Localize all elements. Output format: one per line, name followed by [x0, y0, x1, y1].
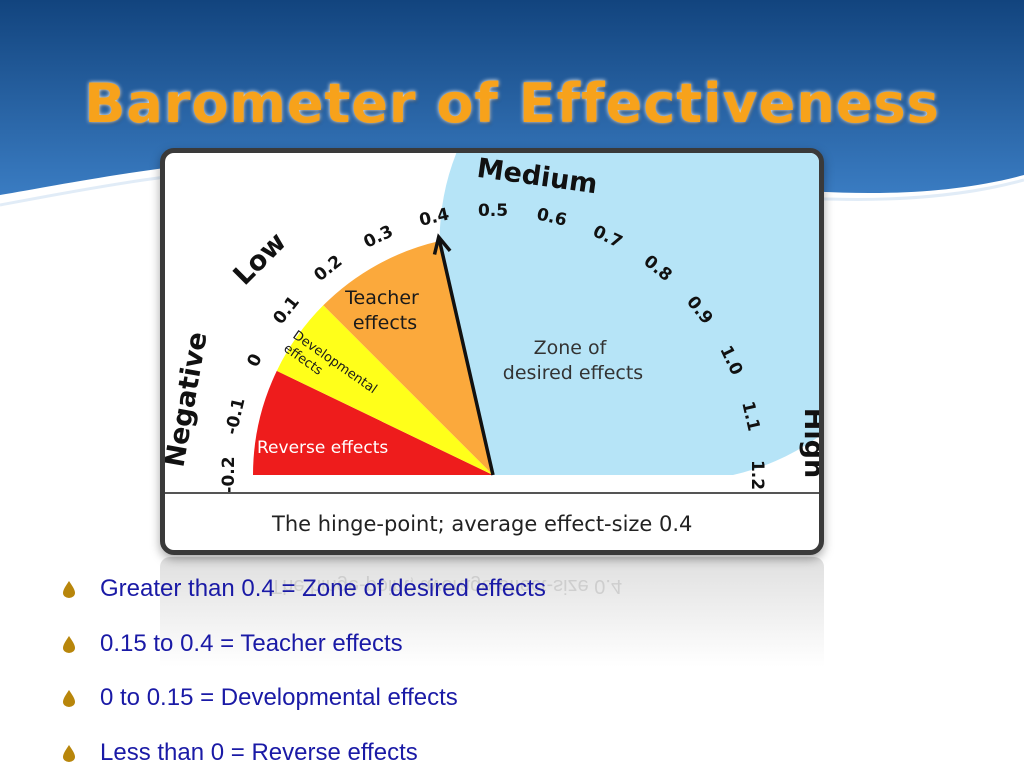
scale-tick-label: 0.1 [269, 292, 303, 328]
bullet-item: 0.15 to 0.4 = Teacher effects [62, 617, 546, 672]
zone-label-desired-line1: Zone of [534, 337, 608, 359]
bullet-text: Less than 0 = Reverse effects [100, 739, 418, 767]
bullet-item: Greater than 0.4 = Zone of desired effec… [62, 562, 546, 617]
category-label-negative: Negative [165, 330, 214, 470]
scale-tick-label: 0 [244, 351, 267, 370]
scale-tick-label: 0.5 [478, 201, 508, 221]
category-label-high: High [798, 408, 819, 478]
slide-title: Barometer of Effectiveness [0, 72, 1024, 135]
bullet-text: 0.15 to 0.4 = Teacher effects [100, 630, 403, 658]
hinge-point-caption: The hinge-point; average effect-size 0.4 [271, 512, 692, 536]
leaf-bullet-icon [62, 744, 76, 762]
leaf-bullet-icon [62, 689, 76, 707]
zones-layer [253, 153, 819, 475]
zone-label-teacher-line2: effects [353, 312, 417, 334]
bullet-item: 0 to 0.15 = Developmental effects [62, 671, 546, 726]
scale-tick-label: 0.3 [361, 222, 397, 253]
bullet-list: Greater than 0.4 = Zone of desired effec… [62, 562, 546, 780]
scale-tick-label: -0.2 [219, 456, 239, 493]
bullet-text: Greater than 0.4 = Zone of desired effec… [100, 575, 546, 603]
bullet-item: Less than 0 = Reverse effects [62, 726, 546, 780]
leaf-bullet-icon [62, 635, 76, 653]
scale-tick-label: 1.2 [747, 460, 767, 490]
scale-tick-label: -0.1 [222, 396, 250, 437]
zone-label-reverse: Reverse effects [257, 438, 388, 458]
bullet-text: 0 to 0.15 = Developmental effects [100, 684, 458, 712]
zone-label-teacher-line1: Teacher [344, 287, 419, 309]
leaf-bullet-icon [62, 580, 76, 598]
category-label-low: Low [228, 227, 293, 292]
scale-tick-label: 0.2 [310, 251, 346, 285]
zone-label-desired-line2: desired effects [503, 362, 643, 384]
